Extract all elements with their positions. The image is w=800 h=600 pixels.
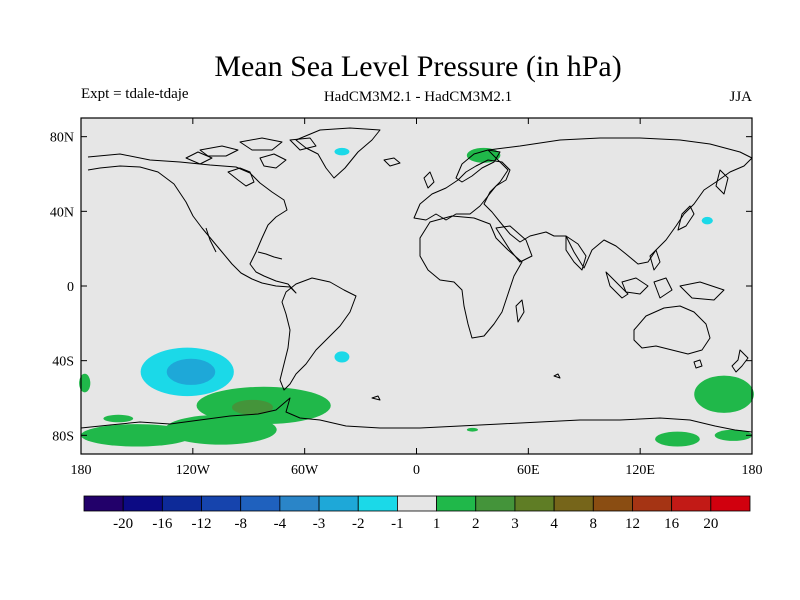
x-tick-label: 180 bbox=[742, 463, 763, 478]
anomaly-region-greenland-negative bbox=[334, 147, 350, 156]
anomaly-region-drake-passage-positive-core bbox=[231, 399, 273, 415]
colorbar-label: 3 bbox=[511, 516, 519, 532]
colorbar-label: -2 bbox=[352, 516, 365, 532]
colorbar-label: -1 bbox=[391, 516, 404, 532]
colorbar-label: -12 bbox=[192, 516, 212, 532]
colorbar-swatch bbox=[514, 495, 555, 512]
colorbar-swatch bbox=[553, 495, 594, 512]
map-panel: 180 120W 60W 0 60E 120E 180 80N 40N 0 40S 80S bbox=[50, 117, 763, 478]
x-tick-label: 60W bbox=[291, 463, 319, 478]
chart-title: Mean Sea Level Pressure (in hPa) bbox=[214, 50, 621, 83]
colorbar-label: -16 bbox=[152, 516, 172, 532]
y-tick-label: 40S bbox=[52, 355, 74, 370]
anomaly-region-southern-ocean-band-central bbox=[164, 414, 277, 445]
colorbar-swatch bbox=[201, 495, 242, 512]
colorbar-label: -3 bbox=[313, 516, 326, 532]
colorbar-swatch bbox=[397, 495, 437, 512]
colorbar-swatch bbox=[318, 495, 359, 512]
axis-ticks: 180 120W 60W 0 60E 120E 180 80N 40N 0 40S 80S bbox=[50, 118, 763, 478]
experiment-label: Expt = tdale-tdaje bbox=[81, 86, 189, 102]
y-tick-label: 0 bbox=[67, 280, 74, 295]
colorbar-swatch bbox=[161, 495, 202, 512]
colorbar-swatch bbox=[592, 495, 633, 512]
colorbar-swatch bbox=[710, 495, 751, 512]
colorbar-label: 20 bbox=[703, 516, 718, 532]
colorbar-swatch bbox=[632, 495, 673, 512]
colorbar-label: 1 bbox=[433, 516, 441, 532]
x-tick-label: 180 bbox=[71, 463, 92, 478]
x-tick-label: 0 bbox=[413, 463, 420, 478]
colorbar-swatch bbox=[240, 495, 281, 512]
colorbar-label: 16 bbox=[664, 516, 680, 532]
colorbar-swatch bbox=[436, 495, 477, 512]
colorbar-swatch bbox=[122, 495, 163, 512]
season-label: JJA bbox=[729, 89, 752, 105]
colorbar-swatch bbox=[671, 495, 712, 512]
anomaly-region-australia-south-positive bbox=[694, 375, 754, 413]
anomaly-region-southern-ocean-band-west bbox=[81, 424, 193, 447]
colorbar-label: 4 bbox=[550, 516, 558, 532]
anomaly-region-southwest-edge-positive bbox=[79, 373, 91, 393]
anomaly-region-south-atlantic-negative bbox=[334, 351, 350, 363]
colorbar-label: 8 bbox=[590, 516, 598, 532]
map-background bbox=[81, 118, 752, 454]
anomaly-region-south-pacific-positive-small bbox=[103, 414, 134, 423]
y-tick-label: 40N bbox=[50, 205, 74, 220]
model-label: HadCM3M2.1 - HadCM3M2.1 bbox=[324, 89, 512, 105]
anomaly-fields bbox=[79, 147, 754, 447]
colorbar-swatch bbox=[475, 495, 516, 512]
colorbar-label: -20 bbox=[113, 516, 133, 532]
anomaly-region-north-pacific-negative bbox=[701, 216, 713, 225]
y-tick-label: 80N bbox=[50, 131, 74, 146]
anomaly-region-ross-sea-positive-east bbox=[714, 429, 752, 441]
anomaly-region-indian-ocean-positive-small bbox=[466, 427, 479, 432]
colorbar-swatch bbox=[279, 495, 320, 512]
colorbar-swatch bbox=[357, 495, 398, 512]
colorbar-label: -4 bbox=[274, 516, 287, 532]
x-tick-label: 120W bbox=[176, 463, 211, 478]
colorbar-label: 12 bbox=[625, 516, 640, 532]
anomaly-region-ross-sea-positive bbox=[655, 431, 700, 447]
x-tick-label: 60E bbox=[517, 463, 540, 478]
coastlines bbox=[80, 127, 753, 433]
anomaly-region-south-pacific-negative-core bbox=[166, 358, 216, 385]
anomaly-region-scandinavia-positive bbox=[466, 147, 501, 163]
colorbar-label: 2 bbox=[472, 516, 480, 532]
x-tick-label: 120E bbox=[625, 463, 655, 478]
colorbar: -20 -16 -12 -8 -4 -3 -2 -1 1 2 3 4 8 12 16 20 bbox=[83, 495, 751, 532]
y-tick-label: 80S bbox=[52, 429, 74, 444]
colorbar-label: -8 bbox=[234, 516, 247, 532]
colorbar-swatch bbox=[83, 495, 124, 512]
